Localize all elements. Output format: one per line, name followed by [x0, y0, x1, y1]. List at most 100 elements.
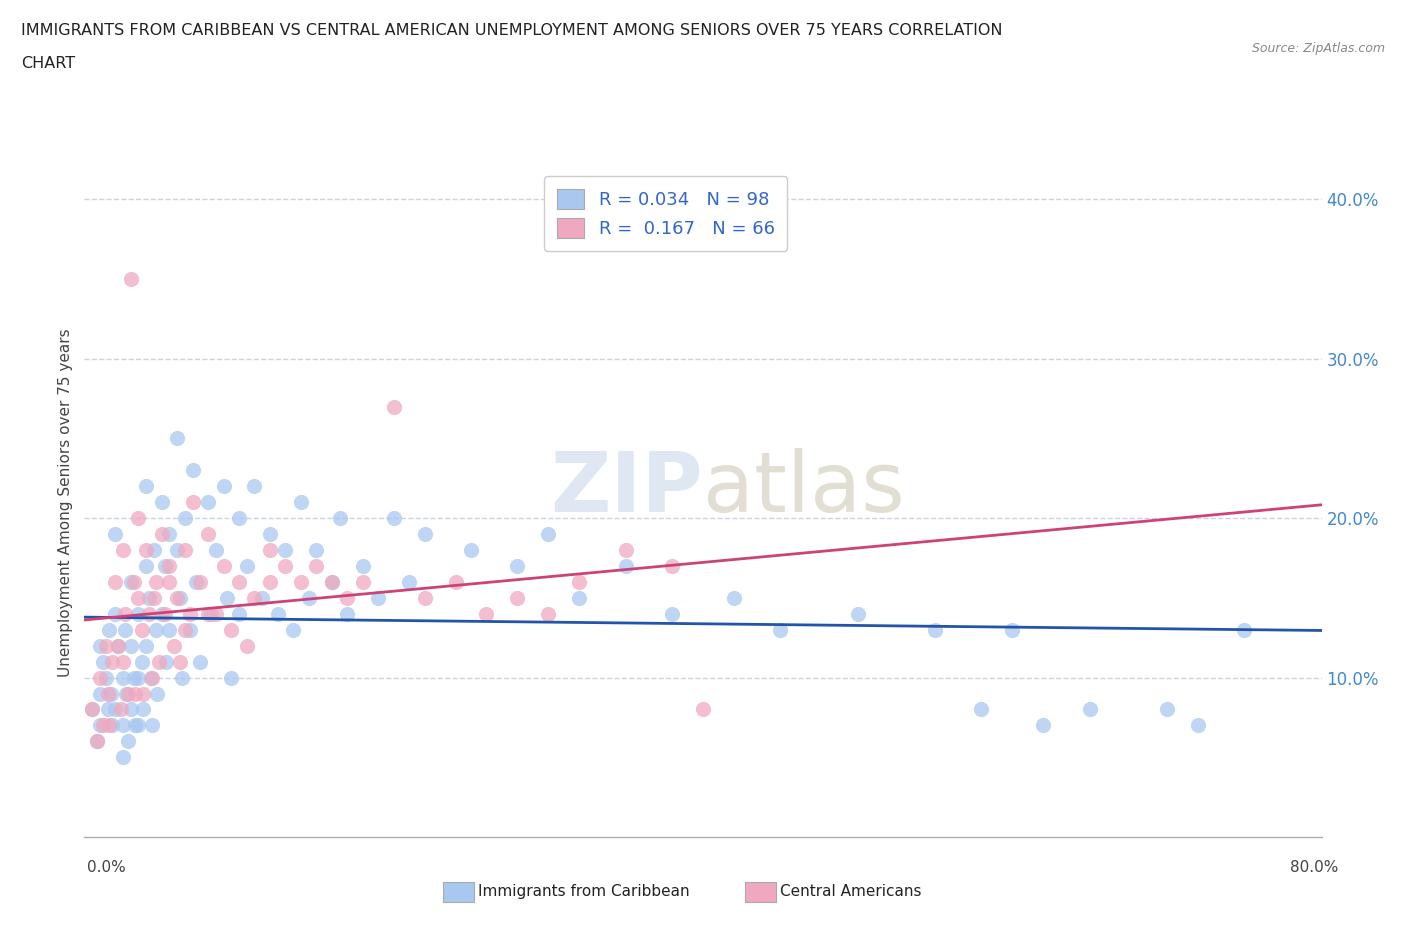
Point [382, 511, 405, 525]
Point [197, 495, 219, 510]
Point [506, 591, 529, 605]
Point [97, 686, 120, 701]
Point [112, 654, 135, 669]
Point [290, 575, 312, 590]
Point [221, 622, 243, 637]
Point [104, 575, 127, 590]
Point [290, 495, 312, 510]
Point [166, 431, 188, 445]
Point [120, 575, 142, 590]
Point [259, 526, 281, 541]
Point [321, 575, 343, 590]
Point [124, 718, 146, 733]
Point [153, 559, 176, 574]
Point [259, 575, 281, 590]
Point [141, 718, 163, 733]
Text: ZIP: ZIP [551, 448, 703, 529]
Point [163, 638, 186, 653]
Point [159, 622, 181, 637]
Point [107, 638, 129, 653]
Point [143, 542, 166, 557]
Point [117, 686, 139, 701]
Point [970, 702, 993, 717]
Point [174, 511, 197, 525]
Point [200, 606, 222, 621]
Point [212, 559, 235, 574]
Point [145, 575, 167, 590]
Point [336, 606, 359, 621]
Text: Central Americans: Central Americans [780, 884, 922, 899]
Point [614, 542, 637, 557]
Text: 80.0%: 80.0% [1291, 860, 1339, 875]
Text: atlas: atlas [703, 448, 904, 529]
Point [148, 654, 170, 669]
Point [170, 671, 193, 685]
Point [352, 559, 374, 574]
Point [305, 559, 328, 574]
Point [97, 702, 120, 717]
Point [174, 542, 197, 557]
Point [114, 622, 136, 637]
Point [236, 559, 259, 574]
Point [179, 622, 201, 637]
Point [723, 591, 745, 605]
Point [132, 702, 155, 717]
Point [104, 606, 127, 621]
Point [252, 591, 274, 605]
Point [444, 575, 467, 590]
Text: 0.0%: 0.0% [87, 860, 127, 875]
Point [132, 686, 155, 701]
Point [110, 702, 132, 717]
Point [138, 591, 160, 605]
Point [159, 526, 181, 541]
Point [568, 591, 591, 605]
Text: Immigrants from Caribbean: Immigrants from Caribbean [478, 884, 690, 899]
Point [91, 718, 114, 733]
Point [661, 559, 683, 574]
Point [135, 479, 157, 494]
Point [89, 638, 111, 653]
Point [243, 591, 266, 605]
Point [112, 718, 135, 733]
Point [128, 591, 150, 605]
Point [769, 622, 792, 637]
Point [1078, 702, 1101, 717]
Point [166, 542, 188, 557]
Point [188, 654, 212, 669]
Point [169, 654, 191, 669]
Point [124, 686, 146, 701]
Point [924, 622, 946, 637]
Point [305, 542, 328, 557]
Point [1156, 702, 1178, 717]
Point [336, 591, 359, 605]
Point [197, 526, 219, 541]
Point [145, 622, 167, 637]
Point [537, 606, 560, 621]
Point [128, 511, 150, 525]
Point [692, 702, 714, 717]
Point [114, 606, 136, 621]
Point [228, 606, 250, 621]
Point [98, 718, 121, 733]
Point [1032, 718, 1054, 733]
Point [352, 575, 374, 590]
Point [221, 671, 243, 685]
Point [112, 750, 135, 764]
Point [537, 526, 560, 541]
Point [117, 734, 139, 749]
Point [120, 702, 142, 717]
Point [104, 526, 127, 541]
Point [846, 606, 869, 621]
Point [614, 559, 637, 574]
Point [107, 638, 129, 653]
Point [89, 718, 111, 733]
Point [243, 479, 266, 494]
Point [179, 606, 201, 621]
Point [120, 272, 142, 286]
Point [135, 638, 157, 653]
Point [228, 575, 250, 590]
Point [135, 559, 157, 574]
Point [115, 686, 138, 701]
Point [141, 671, 163, 685]
Point [181, 495, 204, 510]
